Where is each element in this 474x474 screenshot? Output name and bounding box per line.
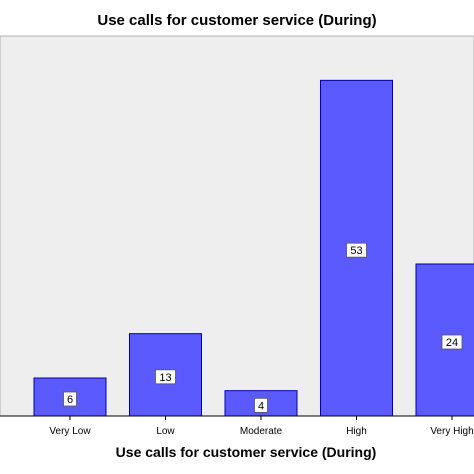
x-tick-label-low: Low: [156, 426, 175, 437]
data-label-box-very-high: [441, 334, 463, 350]
data-label-box-moderate: [254, 397, 268, 413]
x-tick-label-high: High: [346, 426, 367, 437]
data-label-moderate: 4: [258, 400, 264, 412]
data-label-low: 13: [159, 372, 171, 384]
x-tick-label-very-low: Very Low: [49, 426, 91, 437]
ticks-layer: Very Low Low Moderate High Very High: [49, 416, 474, 437]
data-label-box-very-low: [63, 391, 77, 407]
x-tick-label-moderate: Moderate: [240, 426, 283, 437]
x-axis-title: Use calls for customer service (During): [116, 444, 377, 460]
data-label-box-high: [346, 242, 367, 258]
plot-area: [0, 35, 474, 417]
data-label-high: 53: [350, 245, 362, 257]
x-tick-label-very-high: Very High: [430, 426, 473, 437]
data-label-very-high: 24: [446, 337, 458, 349]
chart-title: Use calls for customer service (During): [97, 12, 376, 29]
data-label-box-low: [155, 369, 176, 385]
data-label-very-low: 6: [67, 394, 73, 406]
bars-layer: 6 13 4 53 24: [33, 79, 474, 417]
